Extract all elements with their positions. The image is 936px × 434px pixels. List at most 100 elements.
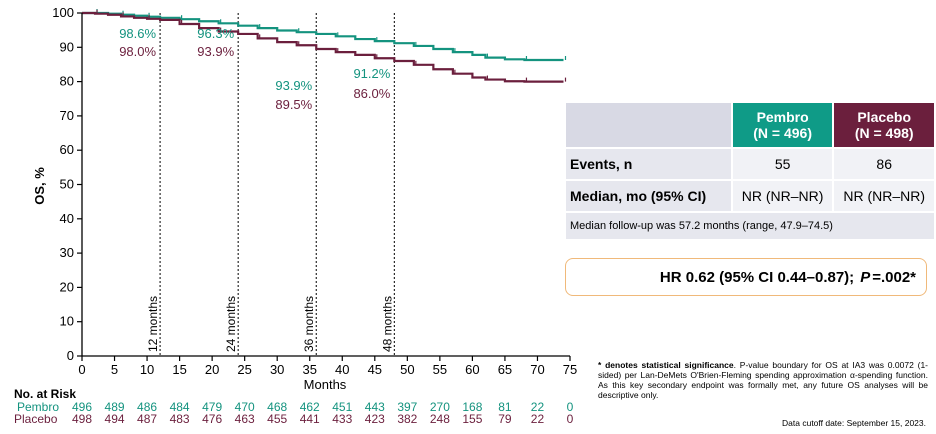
landmark-label: 12 months xyxy=(146,296,160,352)
x-tick-label: 25 xyxy=(237,362,251,377)
events-placebo: 86 xyxy=(834,149,934,179)
landmark-pembro-value: 93.9% xyxy=(275,78,312,93)
risk-row-placebo: Placebo 498 494 487 483 476 463 455 441 433 423 382… xyxy=(14,412,573,426)
landmark-label: 36 months xyxy=(302,296,316,352)
y-tick-label: 90 xyxy=(60,39,74,54)
landmark-label: 48 months xyxy=(380,296,394,352)
x-tick-label: 20 xyxy=(205,362,219,377)
x-tick-label: 30 xyxy=(270,362,284,377)
risk-value: 423 xyxy=(364,412,385,426)
hazard-ratio-box: HR 0.62 (95% CI 0.44–0.87); P =.002* xyxy=(565,258,927,296)
risk-value: 248 xyxy=(429,412,450,426)
header-pembro-name: Pembro xyxy=(756,109,809,125)
risk-value: 463 xyxy=(234,412,255,426)
km-curve-placebo xyxy=(82,11,564,83)
followup-note: Median follow-up was 57.2 months (range,… xyxy=(566,213,934,239)
p-value: =.002* xyxy=(872,268,916,286)
footnote-bold: * denotes statistical significance xyxy=(598,360,734,370)
risk-row-pembro: Pembro 496 489 486 484 479 470 468 462 451 443 397 2… xyxy=(14,399,573,414)
header-placebo-name: Placebo xyxy=(857,109,912,125)
risk-value: 486 xyxy=(137,399,158,414)
landmark-placebo-value: 98.0% xyxy=(119,44,156,59)
risk-value: 397 xyxy=(397,399,418,414)
risk-value: 270 xyxy=(429,399,450,414)
x-axis-title: Months xyxy=(304,377,347,392)
risk-value: 0 xyxy=(566,399,574,414)
risk-value: 433 xyxy=(332,412,353,426)
risk-row-name: Pembro xyxy=(17,399,60,414)
y-tick-label: 10 xyxy=(60,314,74,329)
risk-value: 22 xyxy=(530,412,545,426)
header-placebo: Placebo (N = 498) xyxy=(834,103,934,147)
y-tick-label: 80 xyxy=(60,74,74,89)
risk-value: 498 xyxy=(71,412,93,426)
median-placebo: NR (NR–NR) xyxy=(834,181,934,211)
risk-value: 479 xyxy=(202,399,223,414)
x-tick-label: 15 xyxy=(172,362,186,377)
events-table: Pembro (N = 496) Placebo (N = 498) Event… xyxy=(564,101,936,241)
risk-value: 496 xyxy=(71,399,93,414)
risk-value: 441 xyxy=(299,412,320,426)
risk-title: No. at Risk xyxy=(14,387,77,401)
median-pembro: NR (NR–NR) xyxy=(732,181,833,211)
x-tick-label: 55 xyxy=(433,362,447,377)
landmark-placebo-value: 93.9% xyxy=(197,44,234,59)
risk-value: 443 xyxy=(364,399,385,414)
footnote-text: . P-value boundary for OS at IA3 was 0.0… xyxy=(598,360,928,400)
x-tick-label: 50 xyxy=(400,362,414,377)
events-label: Events, n xyxy=(566,149,731,179)
risk-value: 455 xyxy=(267,412,288,426)
risk-value: 81 xyxy=(498,399,512,414)
risk-row-name: Placebo xyxy=(14,412,58,426)
risk-value: 476 xyxy=(202,412,223,426)
x-tick-label: 10 xyxy=(140,362,154,377)
significance-footnote: * denotes statistical significance. P-va… xyxy=(598,360,928,400)
risk-value: 451 xyxy=(332,399,353,414)
y-axis-title: OS, % xyxy=(32,167,47,205)
risk-value: 155 xyxy=(462,412,483,426)
x-tick-label: 60 xyxy=(465,362,479,377)
risk-value: 470 xyxy=(234,399,255,414)
events-pembro: 55 xyxy=(732,149,833,179)
risk-table: No. at Risk Pembro 496 489 486 484 479 470 468 4… xyxy=(14,387,573,426)
median-label: Median, mo (95% CI) xyxy=(566,181,731,211)
risk-value: 22 xyxy=(530,399,545,414)
risk-value: 484 xyxy=(169,399,190,414)
y-tick-label: 60 xyxy=(60,142,74,157)
header-pembro: Pembro (N = 496) xyxy=(732,103,833,147)
risk-value: 382 xyxy=(397,412,418,426)
p-label: P xyxy=(860,268,871,286)
risk-value: 489 xyxy=(104,399,125,414)
header-pembro-n: (N = 496) xyxy=(753,125,812,141)
y-tick-label: 30 xyxy=(60,245,74,260)
y-tick-label: 70 xyxy=(60,108,74,123)
risk-value: 0 xyxy=(566,412,574,426)
data-cutoff: Data cutoff date: September 15, 2023. xyxy=(782,418,926,428)
risk-value: 494 xyxy=(104,412,125,426)
y-tick-label: 50 xyxy=(60,177,74,192)
landmark-placebo-value: 89.5% xyxy=(275,97,312,112)
x-tick-label: 45 xyxy=(368,362,382,377)
landmark-pembro-value: 98.6% xyxy=(119,26,156,41)
landmark-pembro-value: 91.2% xyxy=(353,66,390,81)
landmark-label: 24 months xyxy=(224,296,238,352)
y-tick-label: 0 xyxy=(67,348,74,363)
y-tick-label: 40 xyxy=(60,211,74,226)
risk-value: 462 xyxy=(299,399,320,414)
risk-value: 168 xyxy=(462,399,483,414)
risk-value: 483 xyxy=(169,412,190,426)
header-placebo-n: (N = 498) xyxy=(854,125,914,141)
x-tick-label: 35 xyxy=(302,362,316,377)
risk-value: 468 xyxy=(267,399,288,414)
x-tick-label: 0 xyxy=(78,362,85,377)
landmark-placebo-value: 86.0% xyxy=(353,86,390,101)
x-tick-label: 70 xyxy=(530,362,544,377)
header-blank xyxy=(566,103,731,147)
x-tick-label: 40 xyxy=(335,362,349,377)
risk-value: 79 xyxy=(498,412,512,426)
x-tick-label: 65 xyxy=(498,362,512,377)
x-tick-label: 75 xyxy=(563,362,577,377)
risk-value: 487 xyxy=(137,412,158,426)
km-curve-pembro xyxy=(82,11,564,62)
